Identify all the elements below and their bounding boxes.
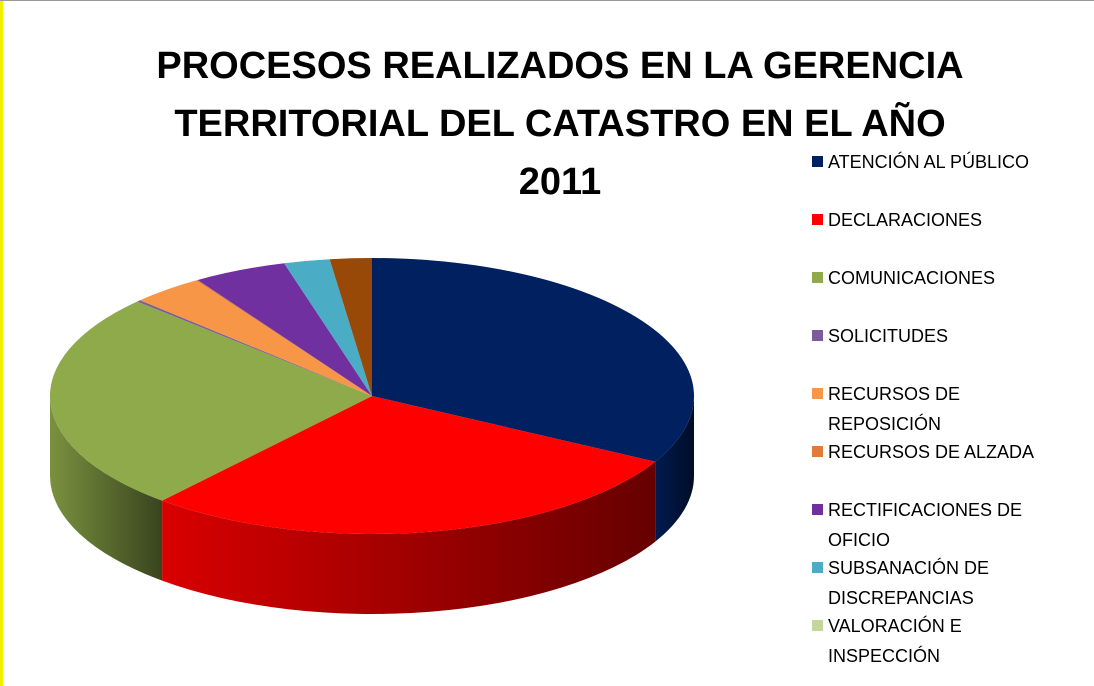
legend-label: RECURSOS DE ALZADA xyxy=(828,442,1035,462)
legend-label: VALORACIÓN E INSPECCIÓN xyxy=(828,616,962,666)
legend-item: SOLICITUDES xyxy=(808,321,1088,379)
pie-slice xyxy=(196,279,372,396)
legend-item: RECURSOS DE ALZADA xyxy=(808,437,1088,495)
legend-label: RECTIFICACIONES DE OFICIO xyxy=(828,500,1023,550)
legend-label: DECLARACIONES xyxy=(828,210,983,230)
legend-item: SUBSANACIÓN DE DISCREPANCIAS xyxy=(808,553,1088,611)
pie-slice xyxy=(284,259,372,396)
pie-slice xyxy=(329,258,372,396)
legend-item: VALORACIÓN E INSPECCIÓN xyxy=(808,611,1088,669)
pie-side xyxy=(50,396,163,581)
legend-item: ATENCIÓN AL PÚBLICO xyxy=(808,147,1088,205)
pie-side xyxy=(162,461,656,614)
chart-title: PROCESOS REALIZADOS EN LA GERENCIA TERRI… xyxy=(156,45,964,203)
legend-swatch xyxy=(812,214,823,225)
legend-swatch xyxy=(812,330,823,341)
legend-item: RECTIFICACIONES DE OFICIO xyxy=(808,495,1088,553)
legend-item: RECURSOS DE REPOSICIÓN xyxy=(808,379,1088,437)
legend-label: ATENCIÓN AL PÚBLICO xyxy=(828,152,1030,172)
legend-swatch xyxy=(812,562,823,573)
legend-swatch xyxy=(812,620,823,631)
pie-side xyxy=(655,396,694,542)
legend-item: COMUNICACIONES xyxy=(808,263,1088,321)
pie-slice xyxy=(137,300,372,396)
legend-label: RECURSOS DE REPOSICIÓN xyxy=(828,384,961,434)
legend-label: COMUNICACIONES xyxy=(828,268,996,288)
pie-slice xyxy=(49,301,372,501)
legend-swatch xyxy=(812,156,823,167)
legend-item: DECLARACIONES xyxy=(808,205,1088,263)
legend-swatch xyxy=(812,504,823,515)
pie-slice xyxy=(162,396,656,534)
pie-slice xyxy=(372,258,694,462)
legend-swatch xyxy=(812,388,823,399)
pie-slice xyxy=(140,280,372,396)
pie-slice xyxy=(197,263,372,396)
legend-swatch xyxy=(812,446,823,457)
legend: ATENCIÓN AL PÚBLICO DECLARACIONES COMUNICA… xyxy=(808,147,1088,669)
border xyxy=(0,1,3,686)
legend-label: SOLICITUDES xyxy=(828,326,949,346)
legend-label: SUBSANACIÓN DE DISCREPANCIAS xyxy=(828,558,990,608)
legend-swatch xyxy=(812,272,823,283)
